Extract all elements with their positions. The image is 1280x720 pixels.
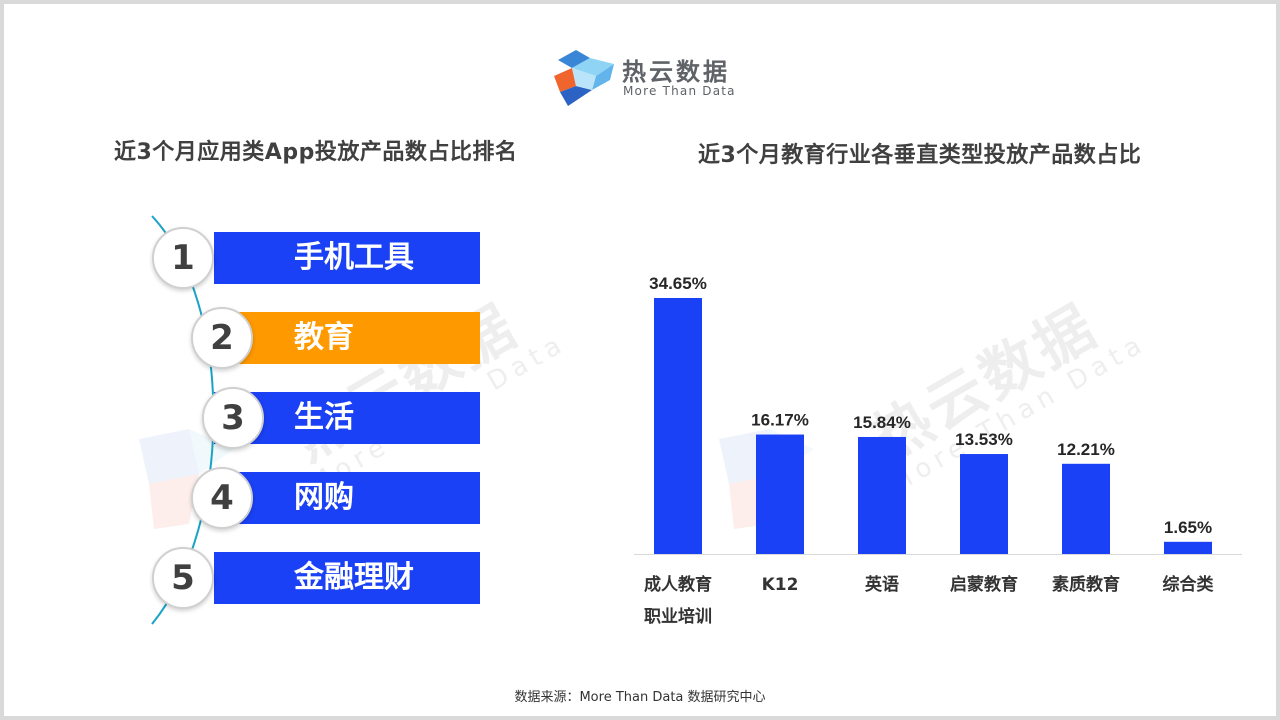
left-section-title: 近3个月应用类App投放产品数占比排名 [114, 140, 518, 165]
x-tick-label-3: 英语 [865, 574, 899, 595]
ranking-bar-4: 网购 [214, 472, 480, 524]
data-label-6: 1.65% [1164, 518, 1212, 537]
data-label-4: 13.53% [955, 430, 1013, 449]
data-label-1: 34.65% [649, 274, 707, 293]
bar-5 [1062, 463, 1110, 554]
x-tick-label-4: 启蒙教育 [950, 574, 1018, 595]
x-tick-label-1: 职业培训 [644, 606, 712, 627]
watermark-text: 热云数据 [280, 291, 530, 475]
ranking-number-2: 2 [191, 307, 253, 369]
x-tick-label-5: 素质教育 [1052, 574, 1120, 595]
x-tick-label-6: 综合类 [1163, 574, 1215, 595]
data-label-3: 15.84% [853, 413, 911, 432]
ranking-label: 教育 [294, 320, 354, 355]
bar-2 [756, 434, 804, 554]
ranking-label: 手机工具 [294, 240, 414, 275]
x-tick-label-1: 成人教育 [644, 574, 712, 595]
source-note: 数据来源：More Than Data 数据研究中心 [514, 690, 766, 705]
ranking-bar-5: 金融理财 [214, 552, 480, 604]
ranking-number-4: 4 [191, 467, 253, 529]
brand-name: 热云数据 [622, 58, 730, 86]
slide: 热云数据 More Than Data 热云数据 More Than Data … [4, 4, 1276, 716]
ranking-bar-2: 教育 [214, 312, 480, 364]
brand-logo-icon [554, 50, 614, 106]
x-tick-label-2: K12 [762, 575, 799, 595]
data-label-5: 12.21% [1057, 440, 1115, 459]
ranking-label: 金融理财 [294, 560, 414, 595]
bar-6 [1164, 541, 1212, 554]
ranking-number-1: 1 [152, 227, 214, 289]
bar-3 [858, 436, 906, 554]
chart-title: 近3个月教育行业各垂直类型投放产品数占比 [698, 143, 1142, 168]
ranking-number-3: 3 [202, 387, 264, 449]
ranking-number-5: 5 [152, 547, 214, 609]
ranking-bar-1: 手机工具 [214, 232, 480, 284]
bar-4 [960, 454, 1008, 554]
data-label-2: 16.17% [751, 411, 809, 430]
ranking-label: 网购 [294, 480, 354, 515]
bar-1 [654, 298, 702, 554]
brand-tagline: More Than Data [623, 84, 736, 98]
ranking-label: 生活 [294, 400, 354, 435]
